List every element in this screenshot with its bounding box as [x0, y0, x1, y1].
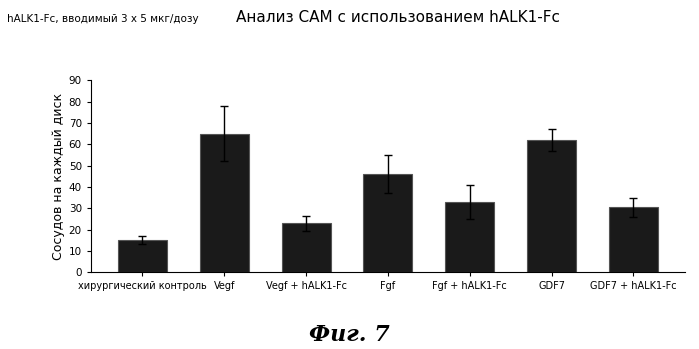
- Bar: [445, 202, 494, 272]
- Text: hALK1-Fc, вводимый 3 x 5 мкг/дозу: hALK1-Fc, вводимый 3 x 5 мкг/дозу: [7, 14, 199, 24]
- Y-axis label: Сосудов на каждый диск: Сосудов на каждый диск: [52, 93, 64, 260]
- Text: Фиг. 7: Фиг. 7: [309, 324, 390, 346]
- Bar: [609, 207, 658, 272]
- Bar: [118, 240, 167, 272]
- Bar: [282, 223, 331, 272]
- Bar: [363, 174, 412, 272]
- Text: Анализ CAM с использованием hALK1-Fc: Анализ CAM с использованием hALK1-Fc: [236, 10, 561, 25]
- Bar: [527, 140, 576, 272]
- Bar: [200, 134, 249, 272]
